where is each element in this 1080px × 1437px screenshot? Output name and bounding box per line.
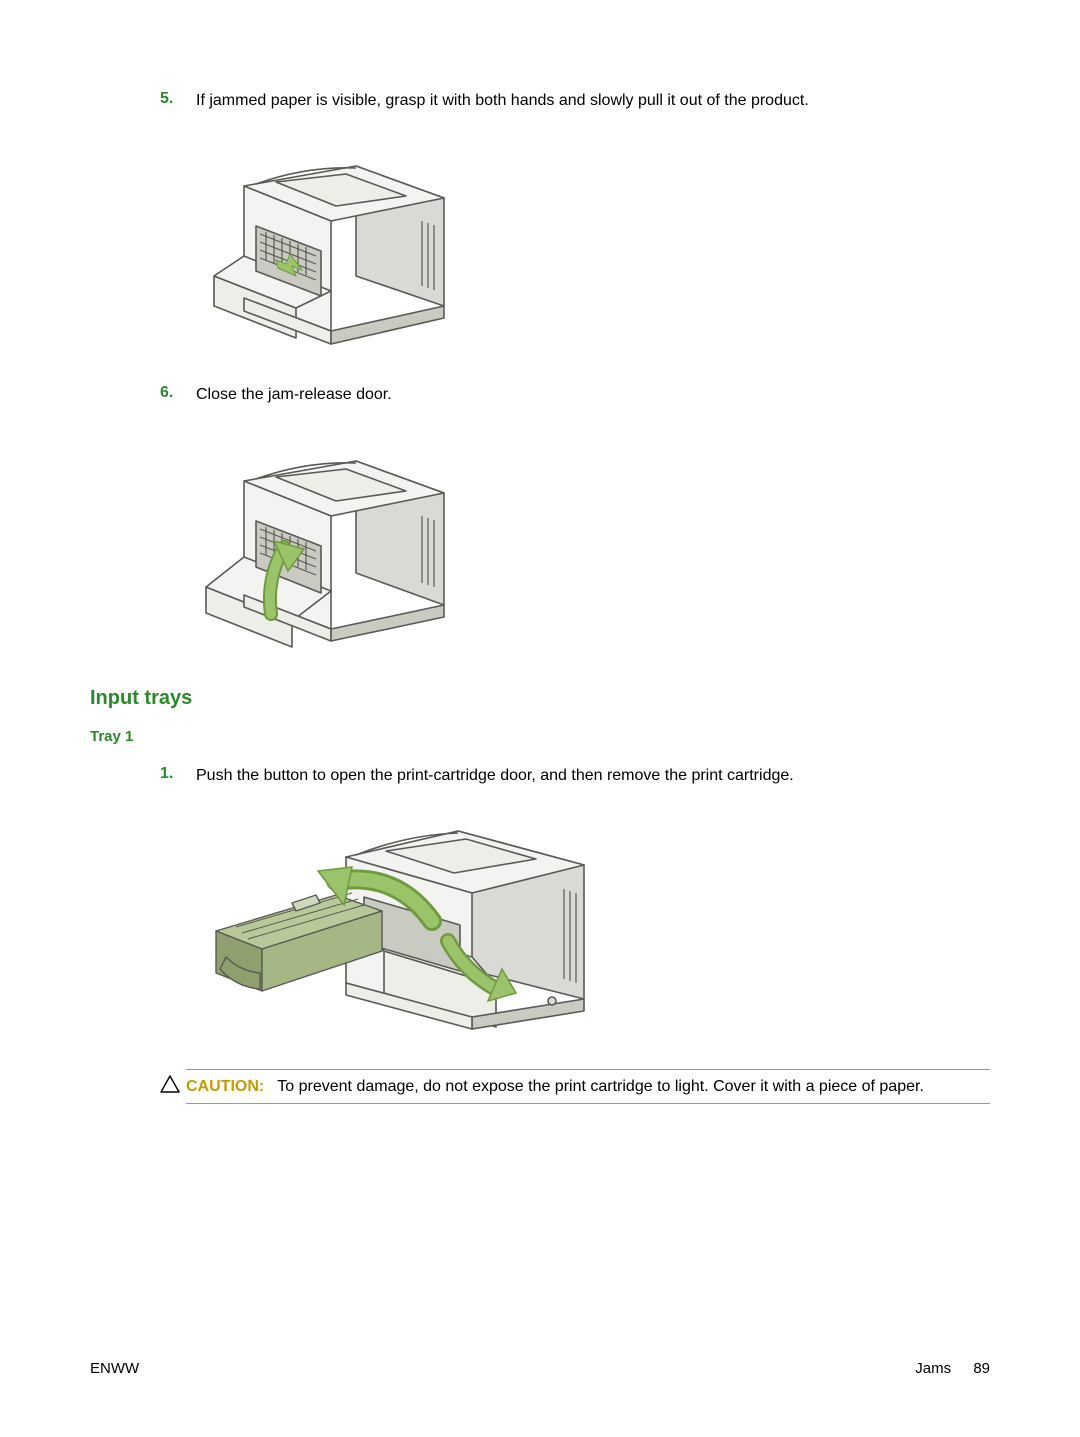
footer-left: ENWW (90, 1360, 139, 1377)
step-number: 1. (90, 765, 196, 787)
caution-body: CAUTION: To prevent damage, do not expos… (186, 1069, 990, 1105)
heading-input-trays: Input trays (90, 687, 990, 710)
step-text: If jammed paper is visible, grasp it wit… (196, 90, 809, 112)
caution-icon (160, 1069, 186, 1098)
document-page: 5. If jammed paper is visible, grasp it … (0, 0, 1080, 1437)
step-text: Push the button to open the print-cartri… (196, 765, 794, 787)
caution-text: To prevent damage, do not expose the pri… (277, 1078, 924, 1095)
step-6: 6. Close the jam-release door. (90, 384, 990, 406)
step-number: 6. (90, 384, 196, 406)
figure-remove-cartridge (196, 801, 990, 1041)
page-footer: ENWW Jams 89 (90, 1360, 990, 1377)
footer-section: Jams (915, 1360, 951, 1377)
figure-printer-jammed-paper (196, 126, 990, 356)
step-text: Close the jam-release door. (196, 384, 392, 406)
step-number: 5. (90, 90, 196, 112)
footer-page-number: 89 (973, 1360, 990, 1377)
step-5: 5. If jammed paper is visible, grasp it … (90, 90, 990, 112)
caution-label: CAUTION: (186, 1078, 264, 1095)
caution-note: CAUTION: To prevent damage, do not expos… (160, 1069, 990, 1105)
step-1: 1. Push the button to open the print-car… (90, 765, 990, 787)
heading-tray-1: Tray 1 (90, 728, 990, 745)
figure-printer-close-door (196, 419, 990, 659)
